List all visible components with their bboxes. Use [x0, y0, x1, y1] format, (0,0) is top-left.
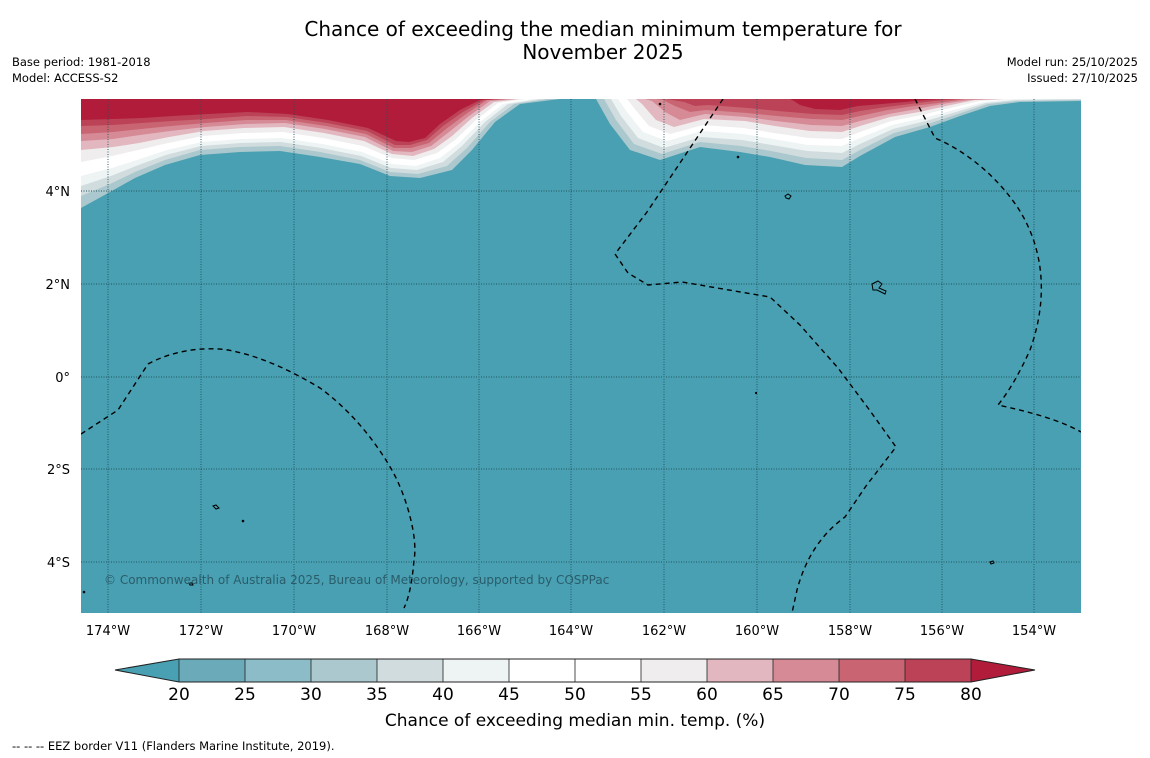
colorbar-label: 40 [432, 685, 454, 705]
meta-left: Base period: 1981-2018 Model: ACCESS-S2 [12, 54, 151, 86]
eez-borders [81, 99, 1081, 613]
colorbar-label: 55 [630, 685, 652, 705]
x-tick-label: 172°W [179, 624, 223, 639]
colorbar-segment [575, 659, 641, 682]
eez-footnote: -- -- -- EEZ border V11 (Flanders Marine… [12, 739, 335, 753]
x-tick-label: 170°W [272, 624, 316, 639]
issued-text: Issued: 27/10/2025 [1027, 71, 1138, 85]
x-tick-label: 162°W [642, 624, 686, 639]
title-line-1: Chance of exceeding the median minimum t… [304, 17, 902, 41]
colorbar: 20 25 30 35 40 45 50 55 60 65 70 75 80 C… [114, 658, 1036, 731]
colorbar-label: 45 [498, 685, 520, 705]
colorbar-label: 50 [564, 685, 586, 705]
model-text: Model: ACCESS-S2 [12, 71, 119, 85]
y-tick-label: 0° [55, 371, 70, 386]
colorbar-segment [707, 659, 773, 682]
copyright-text: © Commonwealth of Australia 2025, Bureau… [104, 573, 609, 587]
colorbar-label: 30 [300, 685, 322, 705]
colorbar-segment [839, 659, 905, 682]
x-tick-label: 174°W [86, 624, 130, 639]
warm-band-right [596, 99, 1081, 167]
colorbar-segment [641, 659, 707, 682]
map-background [81, 99, 1081, 613]
x-axis-ticks: 174°W 172°W 170°W 168°W 166°W 164°W 162°… [86, 624, 1056, 639]
warm-band-left [81, 99, 560, 208]
colorbar-label: 65 [762, 685, 784, 705]
y-axis-ticks: 4°N 2°N 0° 2°S 4°S [46, 185, 71, 571]
base-period-text: Base period: 1981-2018 [12, 55, 151, 69]
x-tick-label: 160°W [735, 624, 779, 639]
colorbar-segment [905, 659, 971, 682]
colorbar-segment [311, 659, 377, 682]
islands [82, 102, 995, 594]
x-tick-label: 154°W [1012, 624, 1056, 639]
colorbar-extend-low [115, 659, 179, 682]
x-tick-label: 166°W [457, 624, 501, 639]
colorbar-segment [377, 659, 443, 682]
colorbar-title: Chance of exceeding median min. temp. (%… [385, 711, 765, 731]
x-tick-label: 158°W [828, 624, 872, 639]
y-tick-label: 2°N [46, 278, 71, 293]
meta-right: Model run: 25/10/2025 Issued: 27/10/2025 [1007, 54, 1138, 86]
x-tick-label: 156°W [920, 624, 964, 639]
x-tick-label: 164°W [549, 624, 593, 639]
colorbar-segment [245, 659, 311, 682]
colorbar-label: 70 [828, 685, 850, 705]
colorbar-segment [443, 659, 509, 682]
x-tick-label: 168°W [365, 624, 409, 639]
graticule [81, 99, 1081, 613]
map-area[interactable]: © Commonwealth of Australia 2025, Bureau… [81, 99, 1081, 613]
title-line-2: November 2025 [522, 40, 684, 64]
colorbar-dividers [178, 659, 972, 682]
colorbar-label: 20 [168, 685, 190, 705]
colorbar-segment [773, 659, 839, 682]
map-title: Chance of exceeding the median minimum t… [0, 18, 1150, 64]
colorbar-label: 35 [366, 685, 388, 705]
y-tick-label: 4°N [46, 185, 71, 200]
y-tick-label: 2°S [47, 463, 70, 478]
colorbar-segment [179, 659, 245, 682]
colorbar-extend-high [971, 659, 1035, 682]
colorbar-segment [509, 659, 575, 682]
y-tick-label: 4°S [47, 556, 70, 571]
colorbar-label: 80 [960, 685, 982, 705]
colorbar-label: 60 [696, 685, 718, 705]
colorbar-label: 25 [234, 685, 256, 705]
colorbar-label: 75 [894, 685, 916, 705]
model-run-text: Model run: 25/10/2025 [1006, 55, 1138, 69]
